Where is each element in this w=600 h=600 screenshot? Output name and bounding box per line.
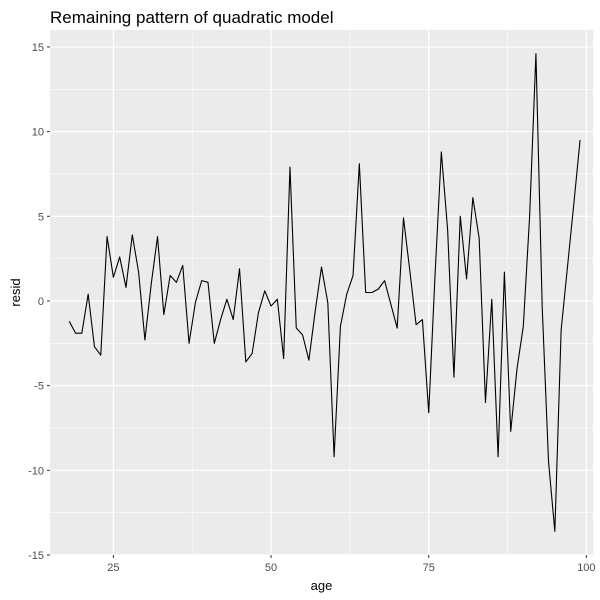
y-axis-ticks: -15 -10 -5 0 5 10 15 — [28, 42, 50, 562]
y-axis-title: resid — [8, 278, 23, 306]
y-tick-label: -5 — [34, 381, 44, 393]
y-tick-label: 0 — [38, 296, 44, 308]
x-tick-label: 100 — [577, 562, 595, 574]
y-tick-label: 5 — [38, 211, 44, 223]
residual-series-line — [68, 53, 581, 532]
y-tick-label: 10 — [32, 127, 44, 139]
x-tick-label: 25 — [107, 562, 119, 574]
major-gridlines — [50, 30, 593, 556]
y-tick-label: -10 — [28, 465, 44, 477]
y-tick-label: -15 — [28, 550, 44, 562]
x-tick-label: 50 — [265, 562, 277, 574]
minor-gridlines — [50, 30, 593, 555]
x-axis-title: age — [311, 578, 333, 593]
x-axis-ticks: 25 50 75 100 — [107, 555, 596, 574]
chart-title: Remaining pattern of quadratic model — [50, 8, 334, 27]
x-tick-label: 75 — [423, 562, 435, 574]
plot-panel — [50, 30, 593, 555]
y-tick-label: 15 — [32, 42, 44, 54]
